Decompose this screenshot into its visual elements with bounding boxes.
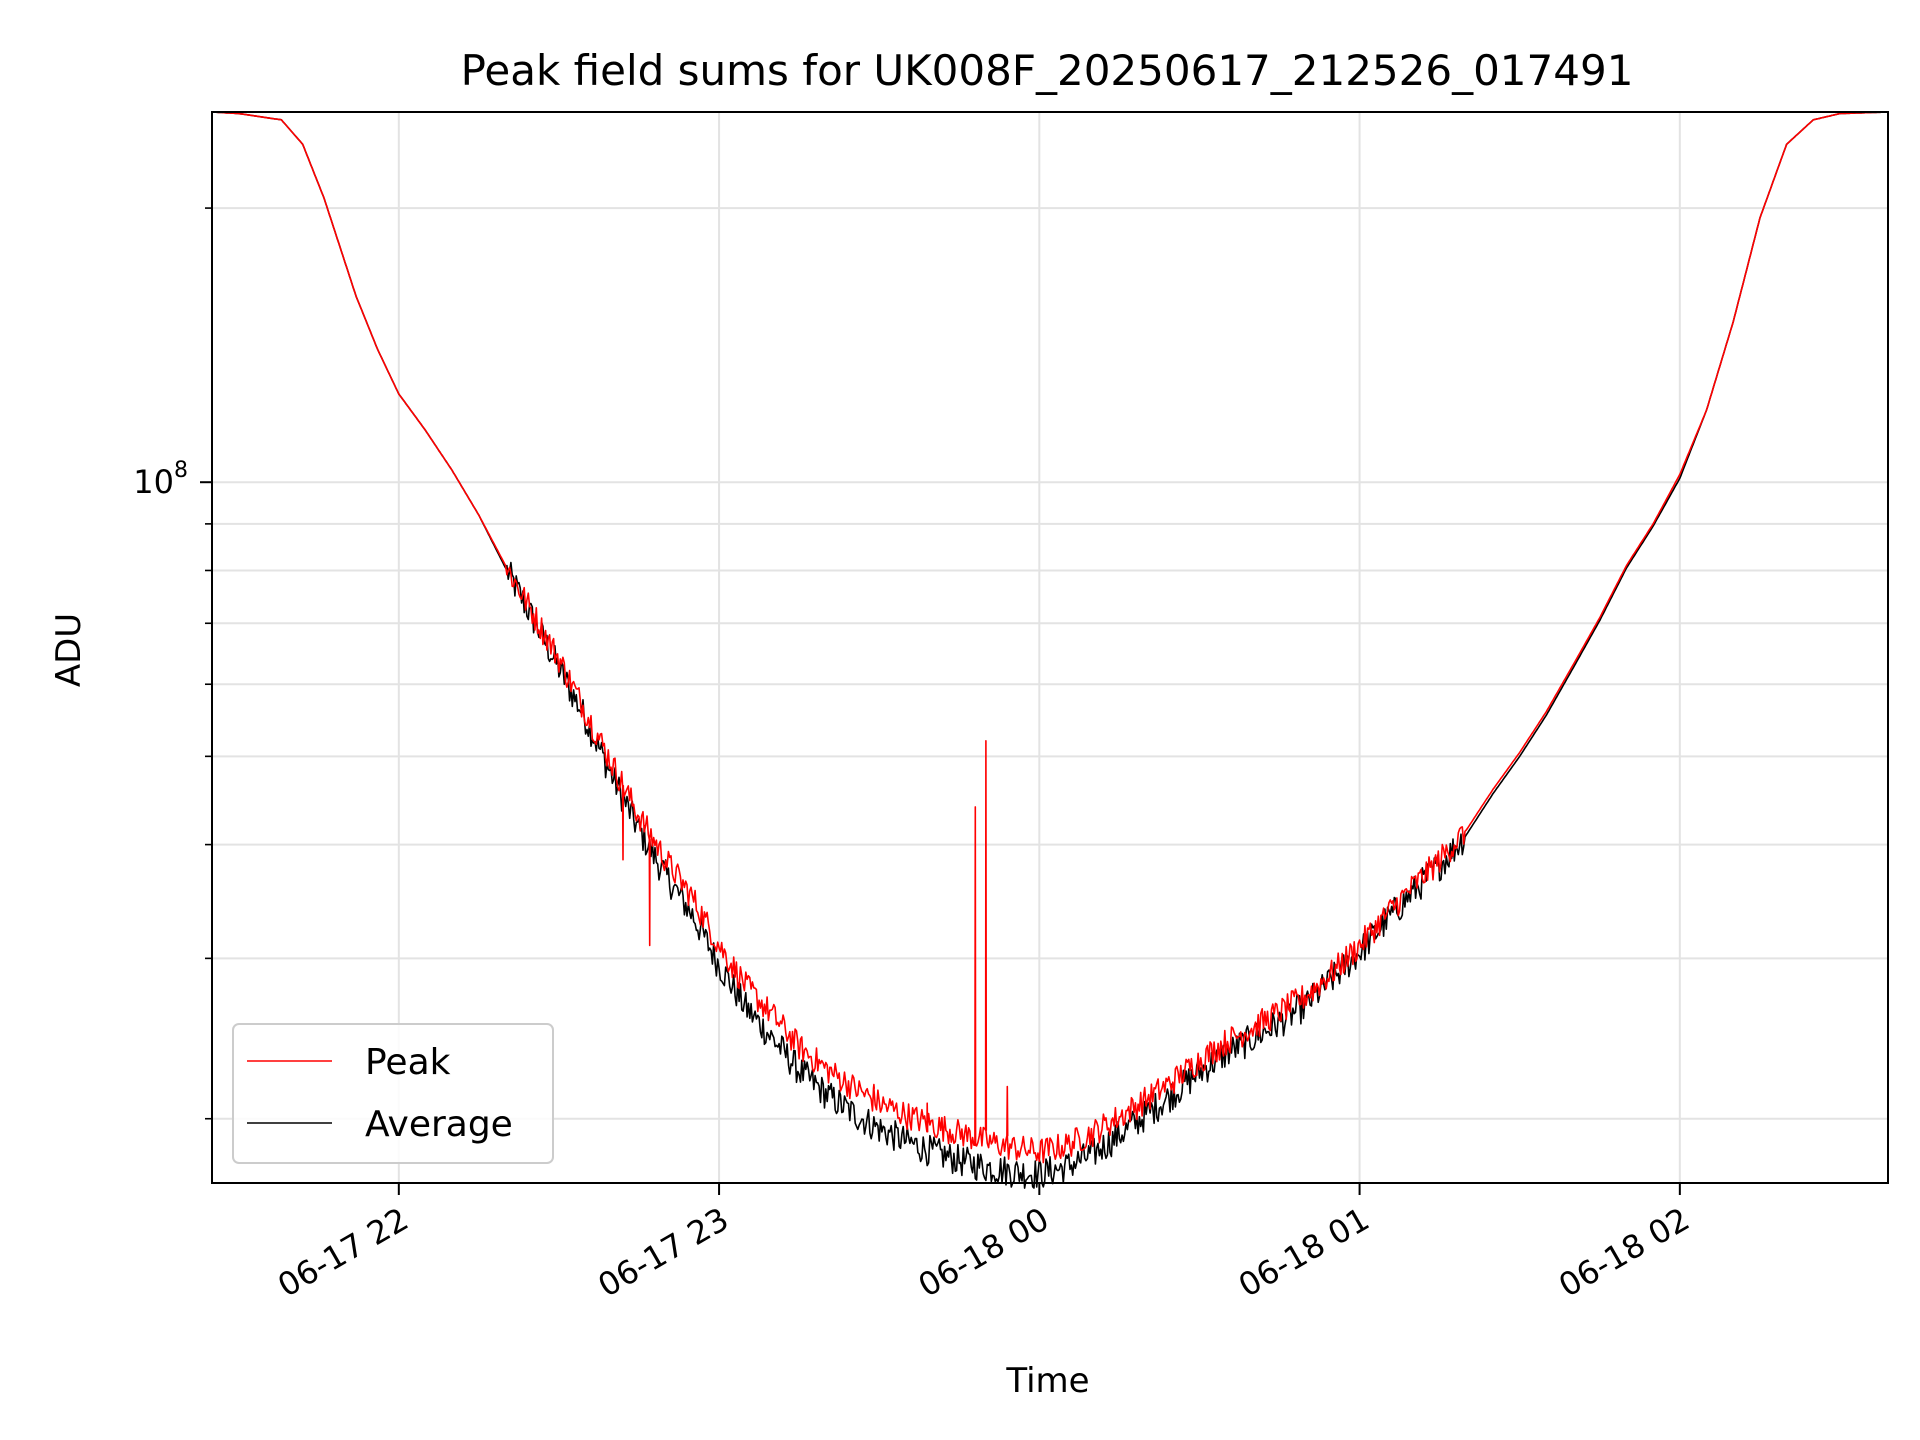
legend-label-peak: Peak <box>365 1042 451 1083</box>
series-line-peak <box>211 111 1888 1164</box>
plot-lines <box>211 111 1888 1189</box>
legend-label-average: Average <box>365 1104 513 1145</box>
chart-title: Peak field sums for UK008F_20250617_2125… <box>461 46 1634 95</box>
legend: Peak Average <box>232 1023 554 1164</box>
plot-frame <box>211 111 1889 1184</box>
x-axis-label: Time <box>1005 1361 1089 1401</box>
y-axis-ticks: 108 <box>133 207 212 1120</box>
y-tick-label-exponent: 8 <box>174 458 188 483</box>
y-tick-label: 108 <box>133 458 188 501</box>
y-axis-label: ADU <box>49 613 89 687</box>
legend-box <box>232 1023 554 1164</box>
y-tick-label-base: 10 <box>133 463 174 501</box>
